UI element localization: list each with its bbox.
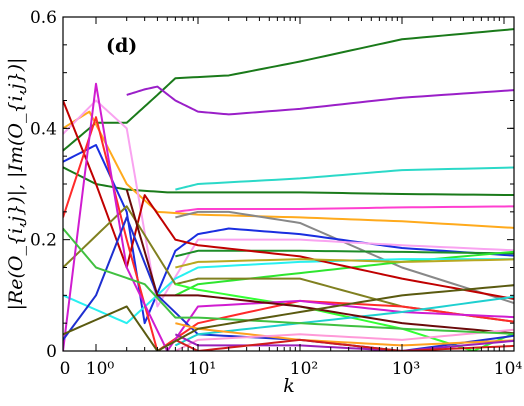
y-tick-label: 0.4 bbox=[30, 119, 57, 139]
series-line-3 bbox=[175, 166, 514, 191]
series-line-4 bbox=[63, 166, 514, 197]
x-tick-label: 10⁰ bbox=[86, 359, 115, 379]
series-line-15 bbox=[175, 258, 514, 269]
series-line-27 bbox=[63, 284, 514, 351]
y-tick-label: 0.2 bbox=[30, 231, 57, 251]
series-line-2 bbox=[126, 85, 514, 116]
panel-label: (d) bbox=[106, 35, 137, 57]
series-line-23 bbox=[174, 328, 514, 351]
series-line-6 bbox=[63, 110, 514, 229]
series-line-9 bbox=[63, 99, 514, 308]
x-tick-label: 10³ bbox=[392, 359, 420, 379]
series-line-10 bbox=[175, 249, 514, 258]
x-axis-label: k bbox=[283, 375, 295, 397]
series-line-13 bbox=[63, 100, 514, 300]
series-line-25 bbox=[174, 338, 514, 351]
series-line-5 bbox=[175, 205, 514, 213]
y-axis-label: |Re(O_{i,j})|, |Im(O_{i,j})| bbox=[5, 58, 27, 311]
x-tick-label: 0 bbox=[60, 359, 71, 379]
series-line-1 bbox=[63, 28, 514, 152]
series-line-18 bbox=[63, 82, 514, 351]
x-tick-label: 10¹ bbox=[188, 359, 216, 379]
x-tick-label: 10² bbox=[290, 359, 318, 379]
y-tick-label: 0 bbox=[46, 342, 57, 362]
series-line-22 bbox=[125, 189, 514, 335]
x-tick-label: 10⁴ bbox=[494, 359, 523, 379]
series-line-26 bbox=[63, 227, 514, 335]
series-line-7 bbox=[175, 210, 514, 305]
series-line-8 bbox=[63, 144, 514, 325]
series-layer bbox=[63, 28, 514, 351]
ticks-layer: 0 10⁰ 10¹ 10² 10³ 10⁴ 0 0.2 0.4 0.6 bbox=[30, 8, 522, 379]
series-line-12 bbox=[63, 258, 514, 325]
y-tick-label: 0.6 bbox=[30, 8, 57, 28]
